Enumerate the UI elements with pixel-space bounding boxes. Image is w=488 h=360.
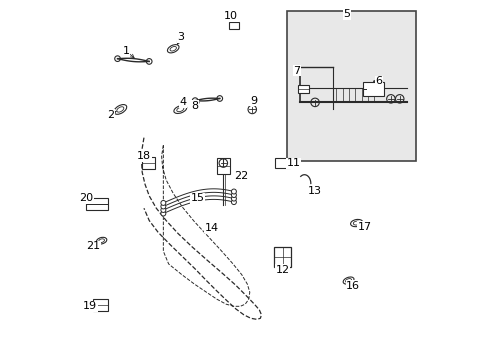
Circle shape — [231, 189, 236, 194]
Circle shape — [231, 193, 236, 198]
Text: 12: 12 — [275, 265, 289, 275]
Text: 6: 6 — [374, 76, 381, 86]
Text: 10: 10 — [224, 11, 238, 21]
Bar — [275, 158, 289, 168]
Ellipse shape — [350, 219, 362, 227]
Bar — [228, 22, 238, 30]
Ellipse shape — [353, 221, 359, 225]
Circle shape — [161, 201, 165, 206]
Text: 1: 1 — [122, 46, 129, 56]
Text: 8: 8 — [190, 101, 198, 111]
Text: 18: 18 — [137, 151, 151, 161]
Bar — [86, 198, 108, 210]
Text: 19: 19 — [83, 301, 97, 311]
Text: 9: 9 — [249, 96, 256, 105]
Text: 16: 16 — [346, 281, 360, 291]
Text: 11: 11 — [286, 158, 300, 168]
Circle shape — [231, 196, 236, 201]
Ellipse shape — [117, 107, 123, 112]
Bar — [286, 11, 415, 161]
Text: 22: 22 — [234, 171, 248, 181]
Bar — [298, 85, 308, 93]
Ellipse shape — [99, 239, 104, 243]
Text: 3: 3 — [177, 32, 184, 42]
Ellipse shape — [167, 45, 179, 53]
Text: 17: 17 — [357, 221, 371, 231]
Text: 20: 20 — [79, 193, 93, 203]
Bar — [142, 157, 155, 169]
Bar — [274, 247, 290, 267]
Bar — [216, 158, 229, 174]
Circle shape — [161, 211, 165, 216]
Ellipse shape — [114, 104, 126, 114]
Text: 2: 2 — [107, 110, 114, 120]
Text: 5: 5 — [343, 9, 349, 19]
Circle shape — [161, 207, 165, 212]
Circle shape — [231, 200, 236, 204]
Ellipse shape — [170, 46, 176, 51]
Text: 4: 4 — [179, 98, 186, 107]
Ellipse shape — [174, 105, 186, 113]
Text: 15: 15 — [190, 193, 204, 203]
Circle shape — [161, 204, 165, 209]
Ellipse shape — [176, 107, 183, 112]
Text: 21: 21 — [86, 241, 101, 251]
Text: 7: 7 — [292, 66, 300, 76]
Text: 14: 14 — [204, 222, 219, 233]
Bar — [92, 299, 108, 311]
Bar — [362, 82, 383, 96]
Ellipse shape — [96, 237, 106, 244]
Ellipse shape — [345, 279, 351, 283]
Text: 13: 13 — [307, 186, 321, 196]
Ellipse shape — [343, 277, 353, 284]
